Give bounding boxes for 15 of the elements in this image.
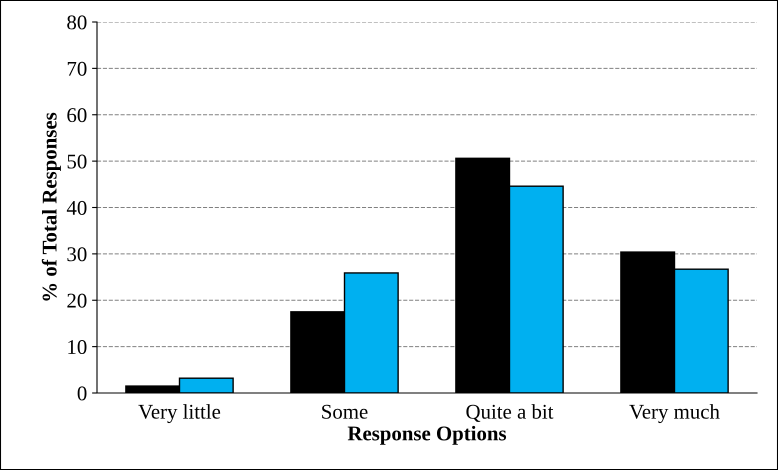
y-tick-label: 70 xyxy=(68,62,86,76)
y-tick-label: 50 xyxy=(68,154,86,169)
y-tick-label: 80 xyxy=(67,15,86,30)
y-tick-label: 30 xyxy=(67,247,86,262)
y-tick-label: 60 xyxy=(67,108,86,122)
y-tick-label: 0 xyxy=(78,386,86,400)
y-tick-label: 20 xyxy=(67,294,86,308)
y-axis-title: % of Total Responses xyxy=(42,112,61,301)
y-tick-label: 40 xyxy=(66,200,86,215)
x-tick-label: Very little xyxy=(138,404,220,424)
x-axis-title: Response Options xyxy=(348,426,506,445)
x-tick-label: Quite a bit xyxy=(466,404,554,422)
x-tick-label: Some xyxy=(322,404,368,419)
y-tick-label: 10 xyxy=(68,340,86,354)
x-tick-label: Very much xyxy=(629,404,720,424)
